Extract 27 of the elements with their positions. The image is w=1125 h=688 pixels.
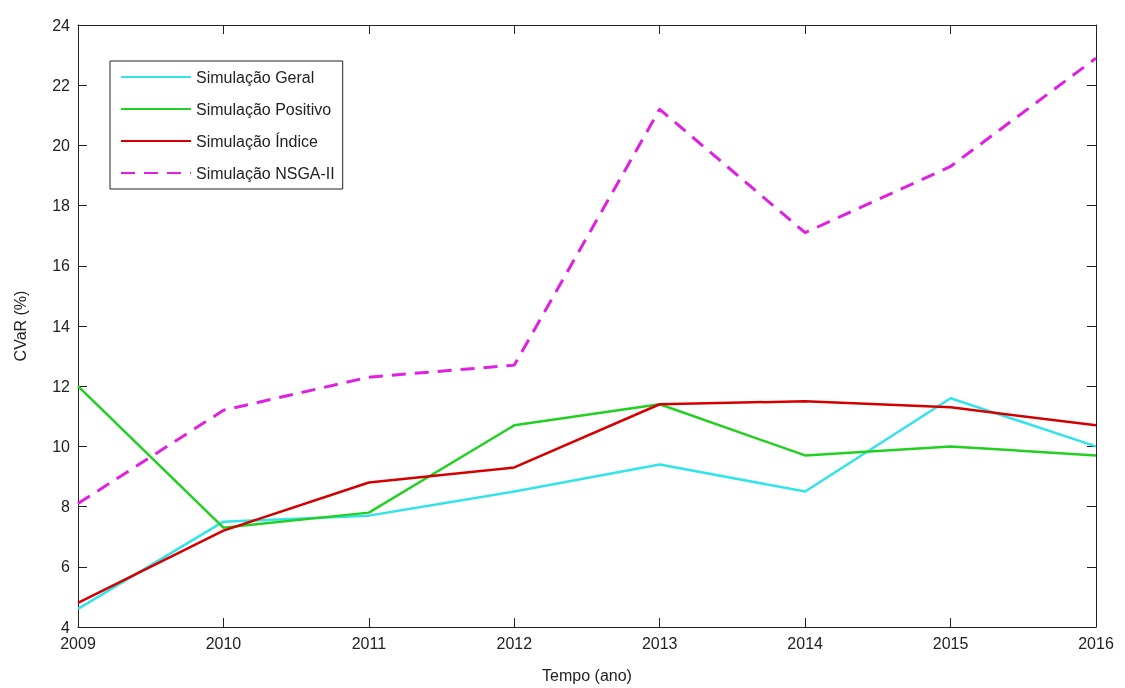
line-series — [76, 56, 1098, 506]
legend-label: Simulação Índice — [196, 131, 318, 150]
x-tick-label: 2013 — [641, 634, 678, 652]
y-tick-label: 10 — [52, 437, 71, 455]
legend-label: Simulação Positivo — [196, 100, 332, 118]
x-tick-label: 2009 — [60, 634, 96, 652]
legend-label: Simulação NSGA-II — [196, 164, 335, 182]
y-tick-label: 8 — [61, 498, 71, 516]
legend-label: Simulação Geral — [196, 68, 315, 86]
y-tick-label: 22 — [52, 76, 71, 94]
y-tick-label: 4 — [61, 618, 71, 636]
y-tick-label: 16 — [52, 257, 71, 275]
y-tick-label: 18 — [52, 197, 71, 215]
x-tick-label: 2012 — [496, 634, 533, 652]
x-axis-title: Tempo (ano) — [542, 666, 632, 684]
x-tick-label: 2016 — [1078, 634, 1114, 652]
y-tick-label: 12 — [52, 377, 71, 395]
y-tick-label: 20 — [52, 136, 71, 154]
y-axis-title: CVaR (%) — [11, 290, 29, 362]
line-series — [76, 384, 1098, 529]
x-tick-label: 2010 — [205, 634, 242, 652]
x-tick-label: 2015 — [932, 634, 969, 652]
y-tick-label: 24 — [52, 16, 71, 34]
y-tick-label: 14 — [52, 317, 71, 335]
y-tick-label: 6 — [61, 558, 71, 576]
x-tick-label: 2011 — [351, 634, 387, 652]
x-tick-label: 2014 — [787, 634, 824, 652]
